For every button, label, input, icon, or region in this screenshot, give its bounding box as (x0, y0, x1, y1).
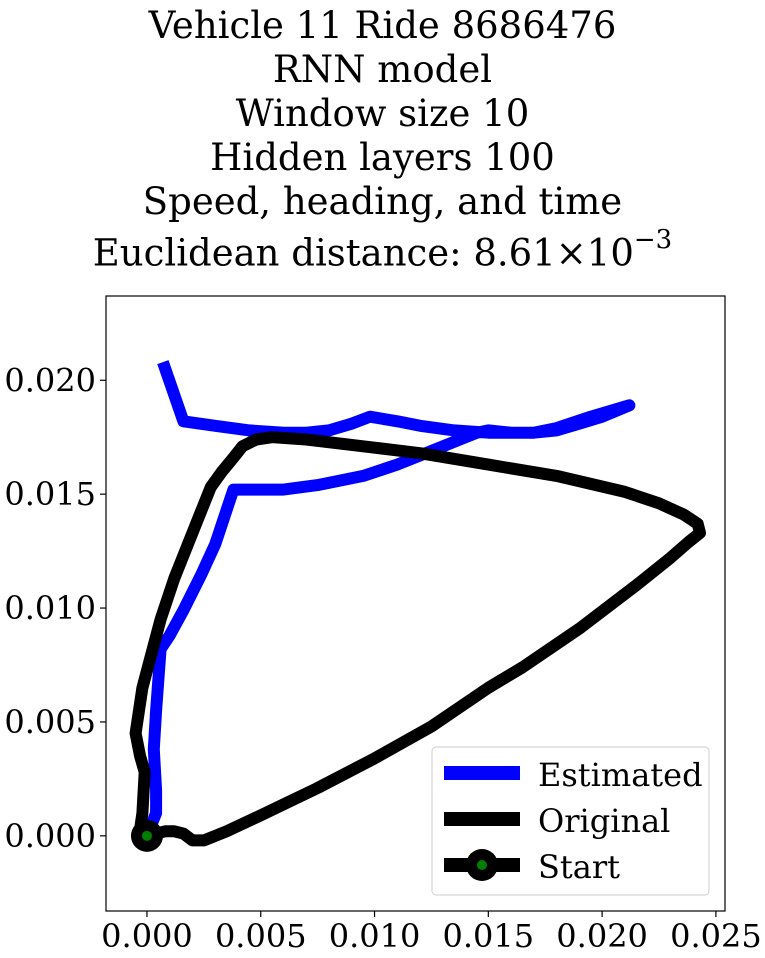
metric-mantissa: 8.61 (473, 231, 556, 275)
chart-title-line-5: Speed, heading, and time (142, 180, 623, 223)
legend-original-label: Original (538, 802, 670, 840)
y-tick-label: 0.005 (4, 703, 96, 741)
series-line-estimated (141, 360, 636, 839)
chart-title-line-2: RNN model (272, 48, 493, 91)
x-tick-label: 0.015 (443, 917, 535, 955)
legend-start-label: Start (538, 848, 620, 886)
x-tick-label: 0.005 (215, 917, 307, 955)
x-tick-label: 0.025 (670, 917, 762, 955)
chart-title-line-3: Window size 10 (235, 92, 530, 135)
plot-frame (105, 295, 726, 912)
y-tick-label: 0.015 (4, 475, 96, 513)
x-tick-label: 0.020 (556, 917, 648, 955)
metric-exponent: −3 (633, 225, 673, 255)
legend-start-marker-center (477, 860, 487, 870)
series-layer (129, 360, 706, 852)
x-tick-label: 0.000 (101, 917, 193, 955)
y-tick-label: 0.000 (4, 817, 96, 855)
series-line-original (129, 431, 706, 847)
legend-estimated-label: Estimated (538, 756, 703, 794)
metric-times: × (555, 231, 587, 275)
start-marker-center (141, 830, 152, 841)
x-tick-label: 0.010 (329, 917, 421, 955)
chart-title-line-1: Vehicle 11 Ride 8686476 (148, 4, 617, 47)
y-tick-label: 0.010 (4, 589, 96, 627)
axis-layer: 0.000 0.005 0.010 0.015 0.020 0.025 0.000 0.005… (4, 361, 761, 955)
chart-title-line-4: Hidden layers 100 (210, 136, 555, 179)
y-tick-label: 0.020 (4, 361, 96, 399)
metric-base: 10 (586, 231, 634, 275)
chart-title-metric: Euclidean distance: 8.61×10−3 (0, 222, 765, 275)
legend: Estimated Original Start (431, 746, 710, 896)
metric-prefix: Euclidean distance: (92, 231, 474, 275)
